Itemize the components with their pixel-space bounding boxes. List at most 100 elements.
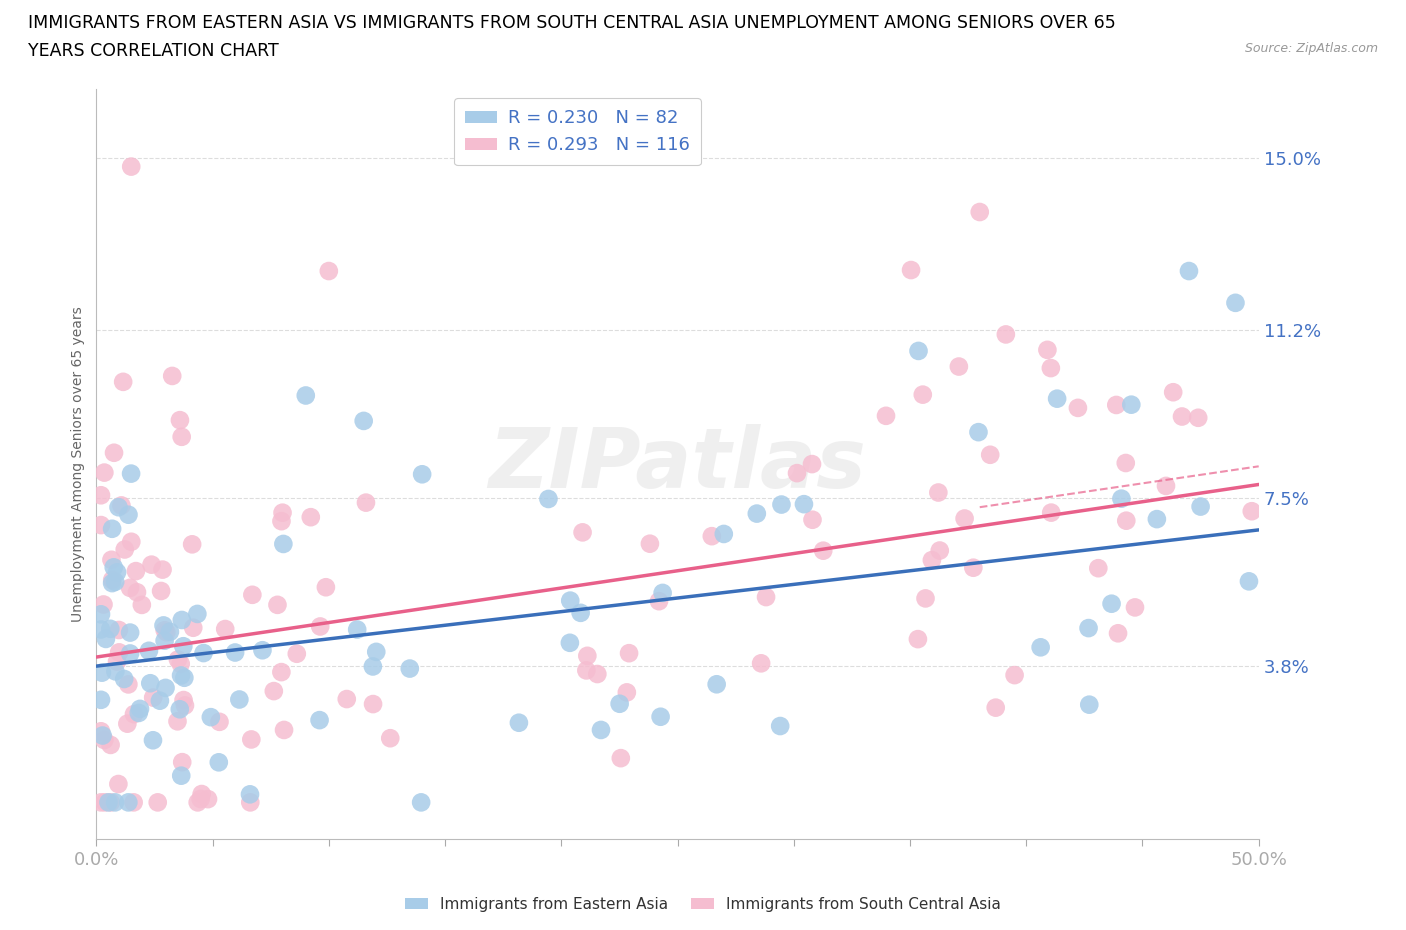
Point: [616, 684, 638, 699]
Point: [101, 522, 124, 537]
Point: [120, 466, 142, 481]
Point: [187, 795, 209, 810]
Point: [120, 535, 142, 550]
Text: IMMIGRANTS FROM EASTERN ASIA VS IMMIGRANTS FROM SOUTH CENTRAL ASIA UNEMPLOYMENT : IMMIGRANTS FROM EASTERN ASIA VS IMMIGRAN…: [28, 14, 1116, 32]
Point: [650, 710, 672, 724]
Point: [228, 692, 250, 707]
Point: [120, 646, 142, 661]
Legend: Immigrants from Eastern Asia, Immigrants from South Central Asia: Immigrants from Eastern Asia, Immigrants…: [399, 891, 1007, 918]
Point: [90, 692, 112, 707]
Point: [285, 646, 308, 661]
Point: [159, 624, 181, 639]
Point: [1187, 410, 1209, 425]
Point: [755, 590, 778, 604]
Point: [103, 560, 125, 575]
Point: [100, 737, 122, 752]
Point: [239, 787, 262, 802]
Point: [181, 537, 204, 551]
Point: [575, 663, 598, 678]
Point: [131, 597, 153, 612]
Point: [117, 507, 139, 522]
Point: [1105, 397, 1128, 412]
Point: [914, 591, 936, 605]
Point: [108, 622, 131, 637]
Point: [90, 622, 112, 637]
Point: [150, 583, 173, 598]
Point: [100, 795, 122, 810]
Point: [907, 343, 929, 358]
Point: [142, 733, 165, 748]
Point: [100, 552, 122, 567]
Point: [108, 644, 131, 659]
Point: [900, 262, 922, 277]
Point: [1161, 385, 1184, 400]
Point: [169, 413, 191, 428]
Point: [172, 755, 194, 770]
Point: [1237, 574, 1260, 589]
Point: [153, 633, 176, 648]
Point: [1115, 456, 1137, 471]
Point: [586, 667, 609, 682]
Point: [193, 645, 215, 660]
Point: [266, 597, 288, 612]
Point: [361, 659, 384, 674]
Point: [1189, 499, 1212, 514]
Point: [93, 597, 115, 612]
Point: [1171, 409, 1194, 424]
Point: [170, 613, 193, 628]
Point: [160, 368, 183, 383]
Point: [90, 665, 112, 680]
Point: [1154, 478, 1177, 493]
Point: [94, 795, 117, 810]
Point: [927, 485, 949, 500]
Point: [117, 677, 139, 692]
Point: [745, 506, 768, 521]
Point: [173, 671, 195, 685]
Point: [1004, 668, 1026, 683]
Point: [103, 445, 125, 460]
Point: [97, 795, 120, 810]
Point: [648, 593, 671, 608]
Point: [139, 676, 162, 691]
Point: [309, 619, 332, 634]
Point: [197, 791, 219, 806]
Point: [105, 654, 128, 669]
Point: [336, 692, 359, 707]
Point: [398, 661, 420, 676]
Point: [801, 512, 824, 527]
Point: [928, 543, 950, 558]
Point: [90, 724, 112, 738]
Point: [93, 733, 115, 748]
Point: [1178, 263, 1201, 278]
Point: [786, 466, 808, 481]
Point: [181, 620, 204, 635]
Point: [380, 731, 402, 746]
Point: [571, 525, 593, 539]
Y-axis label: Unemployment Among Seniors over 65 years: Unemployment Among Seniors over 65 years: [72, 306, 86, 622]
Point: [1078, 698, 1101, 712]
Point: [91, 728, 114, 743]
Point: [969, 205, 991, 219]
Point: [769, 719, 792, 734]
Point: [537, 492, 560, 507]
Point: [240, 732, 263, 747]
Point: [112, 671, 135, 686]
Point: [153, 623, 176, 638]
Point: [101, 576, 124, 591]
Point: [962, 560, 984, 575]
Point: [801, 457, 824, 472]
Point: [921, 552, 943, 567]
Point: [1121, 397, 1143, 412]
Point: [994, 327, 1017, 342]
Point: [569, 605, 592, 620]
Point: [1046, 392, 1069, 406]
Point: [120, 159, 142, 174]
Point: [1040, 505, 1063, 520]
Point: [93, 465, 115, 480]
Point: [152, 618, 174, 632]
Point: [346, 622, 368, 637]
Point: [94, 631, 117, 646]
Point: [875, 408, 897, 423]
Point: [315, 579, 337, 594]
Point: [239, 795, 262, 810]
